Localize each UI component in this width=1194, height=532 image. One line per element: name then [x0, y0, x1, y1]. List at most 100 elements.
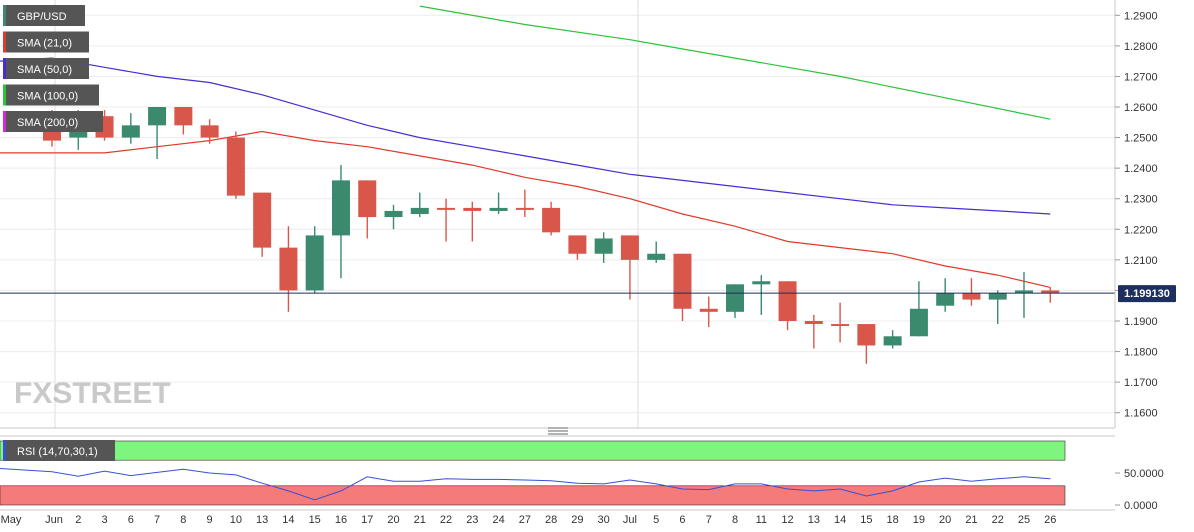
sma-line — [51, 57, 1051, 215]
candle-body — [542, 207, 561, 233]
candle-body — [647, 253, 666, 260]
candle-body — [831, 324, 850, 327]
candle-body — [1014, 290, 1033, 294]
x-tick-label: 21 — [414, 514, 426, 526]
candle — [752, 275, 771, 315]
candle — [148, 107, 167, 159]
candle — [988, 290, 1007, 325]
y-tick-label: 1.2100 — [1124, 255, 1158, 267]
legend-item: SMA (50,0) — [3, 58, 89, 79]
candle-body — [410, 207, 429, 214]
sma-lines — [0, 5, 1051, 288]
candle-body — [699, 308, 718, 312]
candle — [331, 165, 350, 279]
legend-label: SMA (50,0) — [17, 64, 72, 76]
candle-body — [857, 324, 876, 346]
candle-body — [121, 125, 140, 138]
rsi-panel: 0.0000 50.0000 — [0, 435, 1164, 512]
legend-swatch — [3, 111, 6, 132]
candle-body — [883, 336, 902, 346]
y-tick-label: 1.2500 — [1124, 133, 1158, 145]
candle — [1041, 287, 1060, 303]
current-price-value: 1.199130 — [1124, 288, 1170, 300]
x-tick-label: 6 — [128, 514, 134, 526]
candle-body — [936, 293, 955, 306]
rsi-legend-swatch — [3, 440, 6, 461]
candle — [463, 201, 482, 242]
candle-body — [226, 137, 245, 196]
candle-body — [331, 180, 350, 236]
legend-label: SMA (21,0) — [17, 38, 72, 50]
legend-label: SMA (200,0) — [17, 117, 78, 129]
candle — [620, 235, 639, 300]
legend-swatch — [3, 5, 6, 26]
x-tick-label: 14 — [282, 514, 294, 526]
x-tick-label: 14 — [834, 514, 846, 526]
y-tick-label: 1.2600 — [1124, 102, 1158, 114]
x-tick-label: 28 — [545, 514, 557, 526]
legend-item-bg — [3, 84, 99, 106]
candle-body — [752, 281, 771, 285]
x-tick-label: 24 — [492, 514, 504, 526]
x-tick-label: 13 — [256, 514, 268, 526]
y-tick-label: 1.1600 — [1124, 408, 1158, 420]
candle — [305, 226, 324, 294]
candle-body — [253, 192, 272, 248]
legend-item: SMA (21,0) — [3, 31, 89, 53]
candle-body — [673, 253, 692, 309]
y-tick-label: 1.2700 — [1124, 71, 1158, 83]
candle-body — [988, 293, 1007, 300]
candle-body — [358, 180, 377, 218]
x-tick-label: 6 — [679, 514, 685, 526]
candle — [121, 113, 140, 144]
rsi-y-tick-label: 50.0000 — [1124, 468, 1164, 480]
legend-item-bg — [3, 31, 89, 53]
x-tick-label: 7 — [154, 514, 160, 526]
candle — [410, 192, 429, 218]
candle — [647, 241, 666, 263]
legend-item-bg — [3, 5, 85, 26]
candle — [1014, 272, 1033, 318]
legend-item: SMA (200,0) — [3, 111, 103, 132]
y-tick-label: 1.1700 — [1124, 377, 1158, 389]
logo-text: FXSTREET — [14, 377, 171, 410]
y-tick-label: 1.1900 — [1124, 316, 1158, 328]
y-tick-label: 1.2300 — [1124, 194, 1158, 206]
logo-text-label: FXSTREET — [14, 377, 171, 410]
candle-body — [909, 308, 928, 337]
candle-body — [620, 235, 639, 260]
candle-body — [463, 207, 482, 211]
legend-item: GBP/USD — [3, 5, 85, 26]
legend: GBP/USD SMA (21,0) SMA (50,0) SMA (100,0) SM… — [3, 5, 103, 132]
x-tick-label: 20 — [387, 514, 399, 526]
candle — [437, 198, 456, 242]
candle — [699, 296, 718, 328]
rsi-legend-bg — [3, 440, 115, 461]
legend-item-bg — [3, 58, 89, 79]
x-tick-label: Jun — [45, 514, 63, 526]
sma-line — [52, 130, 1051, 288]
legend-item: SMA (100,0) — [3, 84, 99, 106]
candle — [804, 314, 823, 349]
x-tick-label: 23 — [466, 514, 478, 526]
x-tick-label: 9 — [207, 514, 213, 526]
x-tick-label: 27 — [519, 514, 531, 526]
x-tick-label: 7 — [706, 514, 712, 526]
candle-body — [384, 210, 403, 218]
rsi-oversold-zone — [0, 485, 1066, 506]
candle-body — [305, 235, 324, 291]
candle — [568, 235, 587, 260]
current-price-tag: 1.199130 — [1118, 285, 1176, 303]
sma-line — [419, 5, 1051, 120]
candle — [726, 284, 745, 318]
rsi-yticks: 0.0000 50.0000 — [1115, 468, 1164, 512]
candle — [962, 278, 981, 306]
main-price-axis: 1.16001.17001.18001.19001.20001.21001.22… — [1114, 0, 1176, 428]
rsi-legend-label: RSI (14,70,30,1) — [17, 446, 98, 458]
main-chart-panel — [0, 0, 1115, 428]
pane-divider[interactable] — [0, 427, 1115, 435]
candle-body — [778, 281, 797, 321]
legend-item-bg — [3, 111, 103, 132]
x-tick-label: 17 — [361, 514, 373, 526]
candle — [883, 330, 902, 349]
